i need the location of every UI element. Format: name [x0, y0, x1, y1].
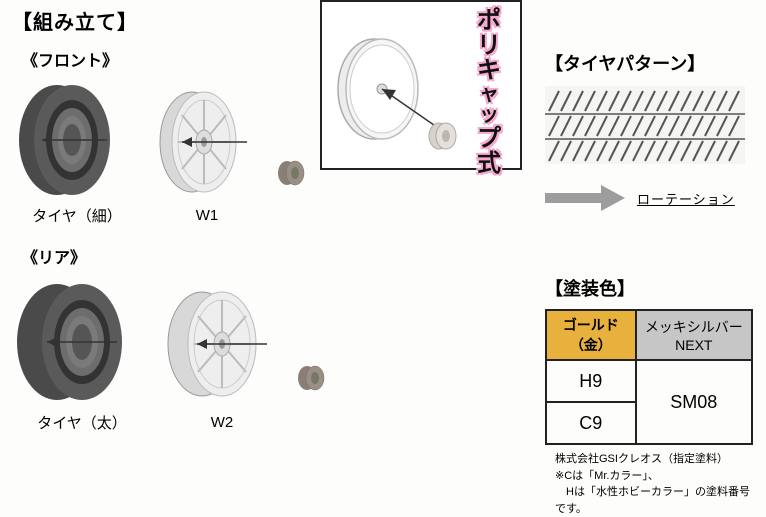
tire-pattern-section: 【タイヤパターン】: [545, 50, 755, 211]
polycap-text: ポ リ キ ャ ッ プ 式: [464, 8, 514, 164]
paint-table: ゴールド（金） メッキシルバーNEXT H9 SM08 C9: [545, 309, 753, 445]
tire-thick-label: タイヤ（太）: [12, 412, 152, 433]
tire-thin-icon: [12, 75, 132, 205]
polycap-callout: ポ リ キ ャ ッ プ 式: [320, 0, 522, 170]
polycap-diagram-icon: [324, 4, 469, 170]
tire-thin-container: タイヤ（細）: [12, 75, 142, 226]
rotation-label: ローテーション: [637, 189, 735, 208]
paint-sm08-cell: SM08: [636, 360, 752, 444]
wheel-w1-icon: [142, 77, 262, 207]
rear-heading: 《リア》: [22, 244, 532, 268]
paint-color-heading: 【塗装色】: [545, 275, 757, 301]
rotation-arrow-icon: [545, 185, 625, 211]
tire-pattern-heading: 【タイヤパターン】: [545, 50, 755, 76]
tread-pattern-icon: [545, 86, 745, 164]
polycap-piece-rear: [292, 306, 332, 400]
wheel-w2-container: W2: [152, 274, 292, 431]
wheel-w1-container: W1: [142, 77, 272, 224]
paint-c9-cell: C9: [546, 402, 636, 444]
paint-silver-header: メッキシルバーNEXT: [636, 310, 752, 360]
paint-h9-cell: H9: [546, 360, 636, 402]
wheel-w1-label: W1: [142, 207, 272, 224]
cap-rear-icon: [295, 361, 329, 395]
tire-thin-label: タイヤ（細）: [12, 205, 142, 226]
paint-color-section: 【塗装色】 ゴールド（金） メッキシルバーNEXT H9 SM08 C9 株式会…: [545, 275, 757, 517]
paint-gold-header: ゴールド（金）: [546, 310, 636, 360]
rotation-indicator: ローテーション: [545, 185, 755, 211]
paint-note-line3: Hは「水性ホビーカラー」の塗料番号です。: [555, 484, 757, 517]
paint-note-line2: ※Cは「Mr.カラー」、: [555, 468, 757, 485]
polycap-piece-front: [272, 106, 312, 195]
paint-note-line1: 株式会社GSIクレオス（指定塗料）: [555, 451, 757, 468]
cap-front-icon: [275, 156, 309, 190]
wheel-w2-icon: [152, 274, 282, 414]
tire-thick-container: タイヤ（太）: [12, 272, 152, 433]
paint-note: 株式会社GSIクレオス（指定塗料） ※Cは「Mr.カラー」、 Hは「水性ホビーカ…: [545, 451, 757, 517]
tire-thick-icon: [12, 272, 142, 412]
wheel-w2-label: W2: [152, 414, 292, 431]
